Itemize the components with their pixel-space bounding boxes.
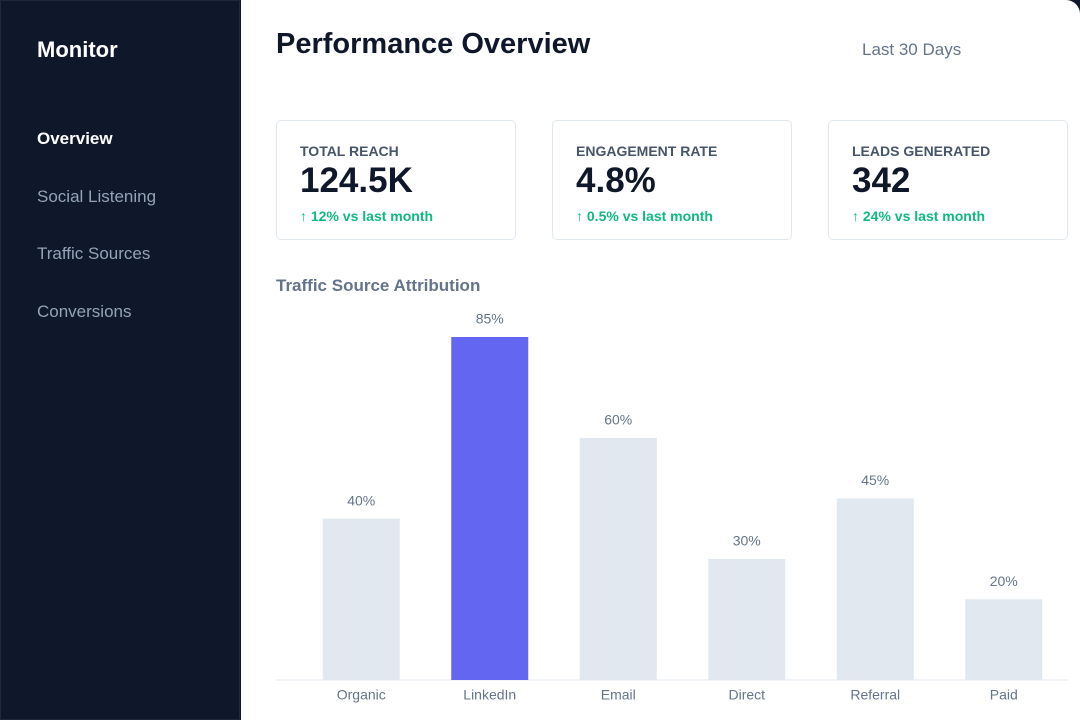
page-title: Performance Overview [276,28,591,60]
nav-item[interactable]: Social Listening [37,187,157,206]
kpi-value: 4.8% [576,161,656,200]
x-tick-label: LinkedIn [463,687,516,703]
bar [708,558,786,680]
kpi-label: ENGAGEMENT RATE [576,143,718,159]
x-tick-label: Direct [728,687,765,703]
kpi-card: TOTAL REACH 124.5K ↑ 12% vs last month [276,120,516,240]
value-label: 60% [604,412,632,428]
x-tick-label: Organic [337,687,386,703]
kpi-value: 124.5K [300,161,413,200]
kpi-change: ↑ 24% vs last month [852,208,986,224]
value-label: 85% [476,311,504,327]
kpi-label: LEADS GENERATED [852,143,991,159]
bar [965,599,1043,680]
value-label: 20% [990,573,1018,589]
bar [836,498,914,680]
kpi-value: 342 [852,161,911,200]
x-tick-label: Paid [990,687,1018,703]
bar [579,437,657,680]
chart: Organic 40% LinkedIn 85% Email 60% Direct 30% Re… [276,311,1068,703]
value-label: 45% [861,472,889,488]
kpi-card: ENGAGEMENT RATE 4.8% ↑ 0.5% vs last mont… [552,120,792,240]
nav-item[interactable]: Overview [37,129,113,148]
brand: Monitor [37,37,118,62]
bar [322,518,400,680]
chart-title: Traffic Source Attribution [276,276,481,295]
nav-item[interactable]: Conversions [37,302,132,321]
date-range[interactable]: Last 30 Days [862,40,962,59]
kpi-change: ↑ 0.5% vs last month [576,208,713,224]
value-label: 30% [733,533,761,549]
sidebar: Monitor Overview Social Listening Traffi… [0,0,240,720]
bar [451,337,529,680]
kpi-card: LEADS GENERATED 342 ↑ 24% vs last month [828,120,1068,240]
kpi-change: ↑ 12% vs last month [300,208,434,224]
value-label: 40% [347,492,375,508]
kpi-label: TOTAL REACH [300,143,399,159]
nav-item[interactable]: Traffic Sources [37,244,151,263]
x-tick-label: Email [601,687,636,703]
x-tick-label: Referral [850,687,900,703]
